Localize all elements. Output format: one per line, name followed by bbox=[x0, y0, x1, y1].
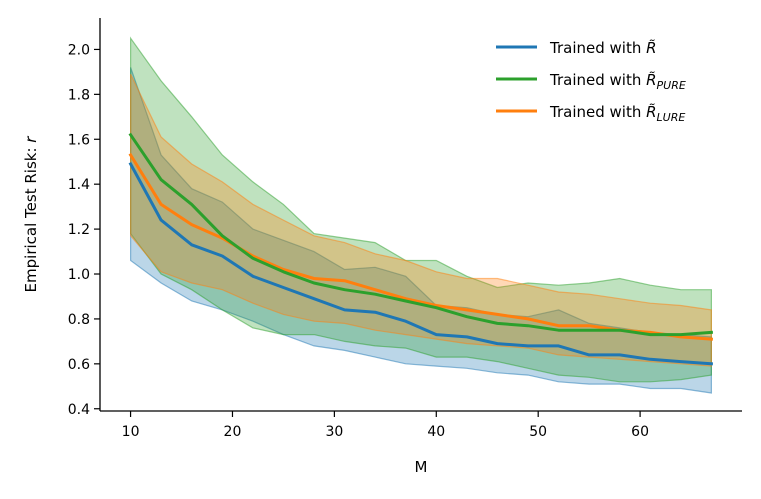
y-tick-label: 1.2 bbox=[68, 222, 90, 238]
y-tick-label: 1.6 bbox=[68, 132, 90, 148]
y-tick-label: 0.4 bbox=[68, 402, 90, 418]
legend-label-prefix: Trained with bbox=[549, 39, 646, 57]
legend-label-subscript: PURE bbox=[657, 79, 686, 92]
legend-label-prefix: Trained with bbox=[549, 71, 646, 89]
series-lines bbox=[128, 132, 714, 366]
band-series-2 bbox=[130, 36, 713, 383]
y-tick-label: 1.0 bbox=[68, 267, 90, 283]
x-axis-label: M bbox=[415, 458, 428, 476]
x-tick-label: 10 bbox=[122, 424, 140, 440]
y-tick-label: 0.8 bbox=[68, 312, 90, 328]
y-tick-label: 1.8 bbox=[68, 87, 90, 103]
x-tick-label: 20 bbox=[224, 424, 242, 440]
legend-label-prefix: Trained with bbox=[549, 103, 646, 121]
x-tick-label: 60 bbox=[631, 424, 649, 440]
legend-label-3: Trained with R̃LURE bbox=[549, 102, 685, 124]
y-axis-label-variable: r bbox=[22, 136, 40, 143]
y-tick-label: 0.6 bbox=[68, 357, 90, 373]
y-axis-label-text: Empirical Test Risk: bbox=[22, 143, 40, 293]
y-axis-label: Empirical Test Risk: r bbox=[22, 136, 40, 293]
y-tick-label: 1.4 bbox=[68, 177, 90, 193]
x-ticks: 10 20 30 40 50 60 bbox=[122, 411, 649, 440]
legend-label-2: Trained with R̃PURE bbox=[549, 70, 686, 92]
y-ticks: 0.4 0.6 0.8 1.0 1.2 1.4 1.6 1.8 2.0 bbox=[68, 42, 100, 418]
line-series-2 bbox=[128, 132, 714, 337]
x-tick-label: 50 bbox=[529, 424, 547, 440]
x-tick-label: 40 bbox=[427, 424, 445, 440]
legend-label-subscript: LURE bbox=[657, 111, 686, 124]
x-tick-label: 30 bbox=[325, 424, 343, 440]
legend-label-symbol: R̃ bbox=[646, 70, 656, 89]
legend-label-symbol: R̃ bbox=[646, 38, 656, 57]
y-tick-label: 2.0 bbox=[68, 42, 90, 58]
legend-label-1: Trained with R̃ bbox=[549, 38, 657, 57]
confidence-bands bbox=[130, 36, 713, 394]
band-series-3 bbox=[130, 73, 713, 367]
axes bbox=[99, 18, 742, 412]
line-series-1 bbox=[128, 161, 714, 366]
legend: Trained with R̃Trained with R̃PURETraine… bbox=[496, 38, 686, 124]
legend-label-symbol: R̃ bbox=[646, 102, 656, 121]
